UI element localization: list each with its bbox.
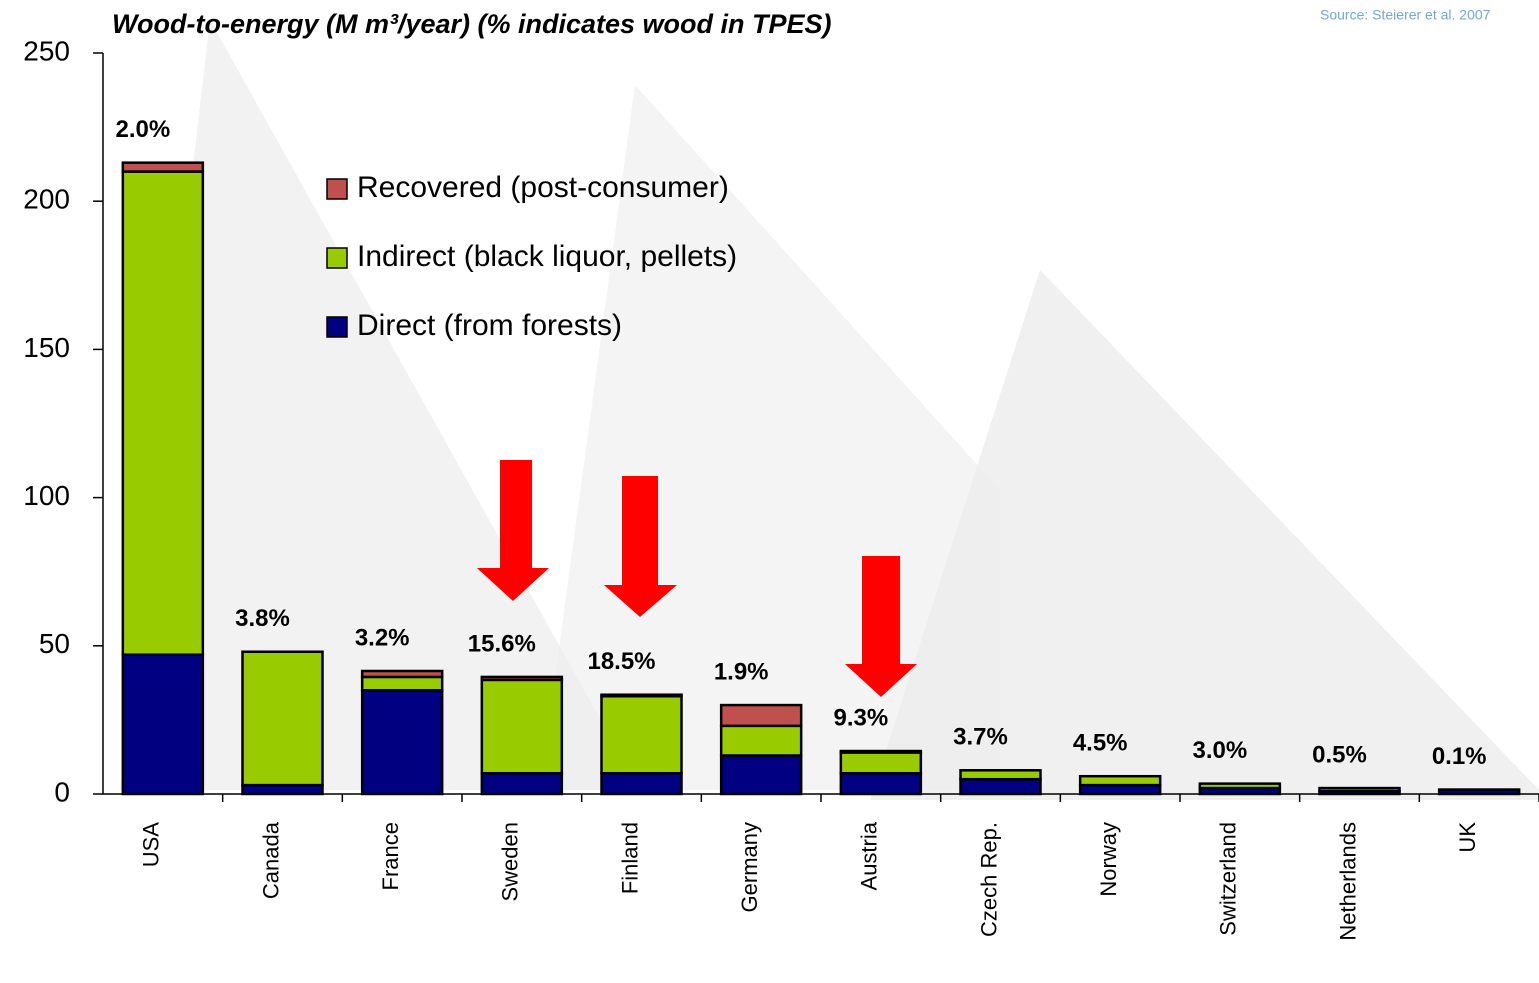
percent-label: 3.0% [1192,737,1247,764]
bar-segment [121,653,205,796]
y-tick-label: 150 [23,332,70,363]
bar-segment [1198,782,1282,790]
bar-segment [121,170,205,656]
x-tick-label: Finland [617,822,642,894]
x-tick-label: Switzerland [1216,822,1241,936]
y-tick-label: 0 [54,776,70,807]
y-tick-label: 200 [23,184,70,215]
x-tick-label: Canada [258,821,283,899]
x-tick-label: Germany [737,822,762,912]
bar-segment [480,675,564,682]
bar-segment [241,650,324,787]
bar-segment [480,772,564,796]
bar-segment [959,769,1042,781]
bar-segment [1078,783,1162,796]
x-tick-label: USA [139,822,164,868]
x-tick-label: Austria [857,821,882,890]
legend-label: Direct (from forests) [357,309,622,342]
bar-segment [1318,786,1401,793]
x-tick-label: Sweden [498,822,523,902]
source-note: Source: Steierer et al. 2007 [1320,7,1491,23]
percent-label: 15.6% [468,630,536,657]
bar-segment [719,754,803,796]
legend-label: Indirect (black liquor, pellets) [357,240,737,273]
percent-label: 9.3% [833,704,888,731]
legend-label: Recovered (post-consumer) [357,171,729,204]
legend-swatch [326,316,348,338]
x-tick-label: Norway [1096,822,1121,897]
bar-segment [719,703,803,728]
arrows [477,460,917,697]
legend-swatch [326,247,348,269]
bar-segment [360,689,444,796]
bar-segment [839,772,923,796]
bar-segment [600,694,683,775]
percent-label: 0.5% [1312,741,1367,768]
bar-segment [839,749,923,754]
bar-segment [360,675,444,692]
bar-segment [839,751,923,775]
x-tick-label: UK [1455,822,1480,853]
percent-label: 3.7% [953,724,1008,751]
y-tick-label: 100 [23,480,70,511]
bar-segment [121,161,205,173]
percent-label: 1.9% [714,658,769,685]
background [120,20,1539,800]
percent-label: 2.0% [115,116,170,143]
bar-segment [241,783,324,796]
bar-segment [600,693,683,698]
bar-segment [1437,788,1521,796]
percent-label: 3.2% [355,624,410,651]
percent-label: 18.5% [587,648,655,675]
bar-segment [360,669,444,679]
bar-segment [719,724,803,757]
y-tick-label: 50 [39,628,70,659]
chart-title: Wood-to-energy (M m³/year) (% indicates … [112,9,832,39]
x-tick-label: Netherlands [1335,822,1360,941]
bar-segment [600,772,683,796]
percent-label: 3.8% [235,605,290,632]
percent-label: 4.5% [1073,730,1128,757]
bar-segment [1078,774,1162,787]
x-tick-label: Czech Rep. [976,822,1001,937]
legend-swatch [326,178,348,200]
x-tick-label: France [378,822,403,890]
bar-segment [480,678,564,775]
percent-label: 0.1% [1432,743,1487,770]
y-tick-label: 250 [23,35,70,66]
bar-segment [959,777,1042,796]
